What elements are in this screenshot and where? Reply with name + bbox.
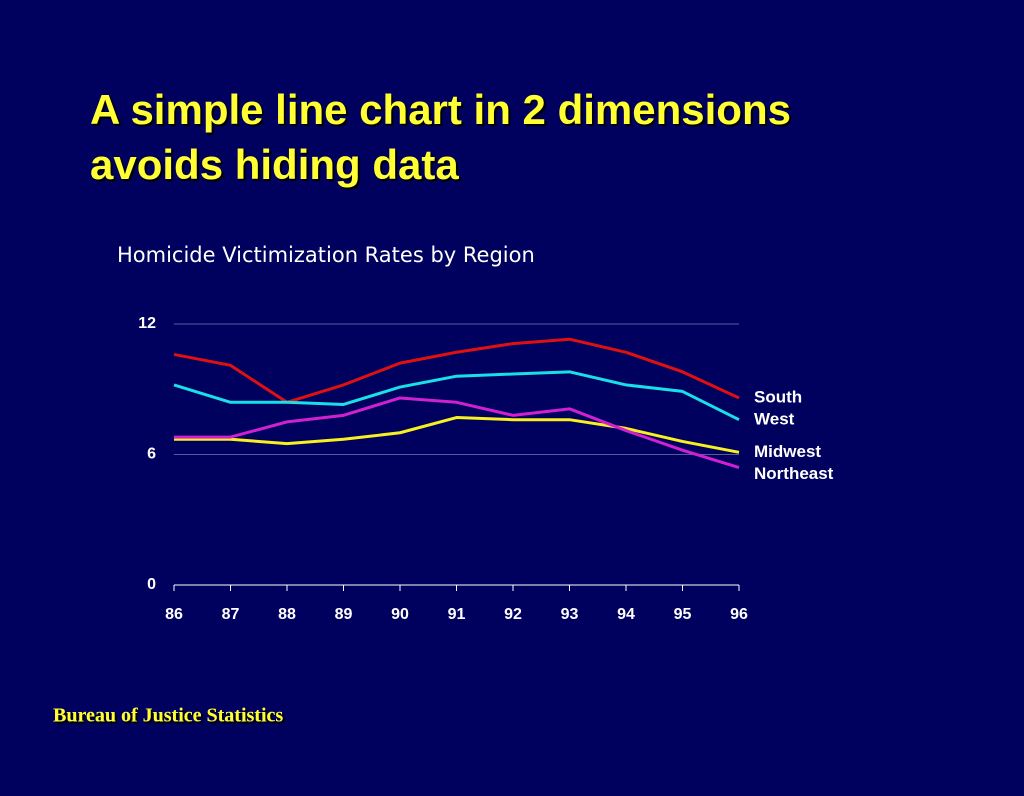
slide-title: A simple line chart in 2 dimensions avoi… [90, 86, 791, 188]
y-tick-label: 12 [138, 315, 156, 332]
series-line [173, 370, 740, 422]
legend-label: South [754, 387, 802, 406]
legend-label: Midwest [754, 442, 821, 461]
x-tick-label: 89 [335, 606, 353, 623]
x-tick-label: 95 [674, 606, 692, 623]
title-box: A simple line chart in 2 dimensions avoi… [90, 86, 791, 188]
x-tick-label: 92 [504, 606, 522, 623]
footer: Bureau of Justice Statistics [53, 705, 283, 727]
x-tick-label: 87 [222, 606, 240, 623]
x-tick-label: 86 [165, 606, 183, 623]
legend-label: West [754, 409, 795, 428]
x-tick-label: 93 [561, 606, 579, 623]
legend-label: Northeast [754, 464, 834, 483]
x-tick-label: 96 [730, 606, 748, 623]
x-tick-label: 88 [278, 606, 296, 623]
x-tick-label: 90 [391, 606, 409, 623]
series-line [173, 337, 740, 404]
x-tick-label: 94 [617, 606, 635, 623]
x-tick-label: 91 [448, 606, 466, 623]
y-tick-label: 0 [147, 576, 156, 593]
series-line [174, 396, 740, 469]
series-line [174, 416, 740, 454]
chart-title: Homicide Victimization Rates by Region [117, 243, 535, 267]
y-tick-label: 6 [147, 446, 156, 463]
